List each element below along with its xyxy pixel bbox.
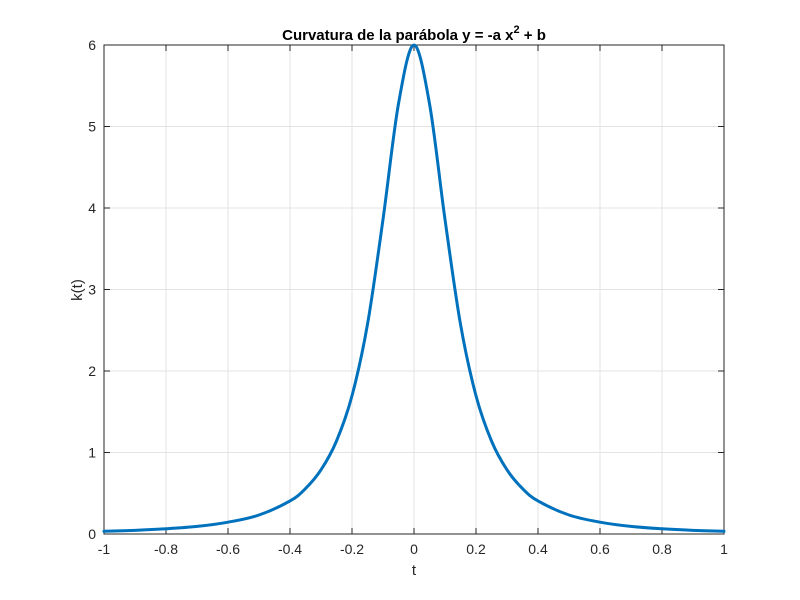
x-tick-labels: -1 -0.8 -0.6 -0.4 -0.2 0 0.2 0.4 0.6 0.8 1 [98, 541, 728, 557]
x-tick-label: 0.8 [652, 541, 672, 557]
x-tick-label: -0.6 [216, 541, 240, 557]
y-tick-label: 6 [88, 37, 96, 53]
x-tick-label: -0.8 [154, 541, 178, 557]
x-tick-label: 0.6 [590, 541, 610, 557]
y-tick-label: 2 [88, 363, 96, 379]
x-tick-label: 0.4 [528, 541, 548, 557]
y-tick-label: 1 [88, 445, 96, 461]
y-axis-label: k(t) [69, 279, 86, 301]
y-tick-label: 3 [88, 282, 96, 298]
x-tick-label: -0.2 [340, 541, 364, 557]
x-tick-label: -1 [98, 541, 111, 557]
y-tick-label: 4 [88, 200, 96, 216]
y-tick-labels: 0 1 2 3 4 5 6 [88, 37, 96, 542]
y-tick-label: 5 [88, 119, 96, 135]
y-tick-label: 0 [88, 526, 96, 542]
x-tick-label: 0.2 [466, 541, 486, 557]
x-tick-label: 1 [720, 541, 728, 557]
x-tick-label: -0.4 [278, 541, 302, 557]
chart-title: Curvatura de la parábola y = -a x2 + b [282, 24, 546, 44]
series-line [102, 43, 726, 533]
x-axis-label: t [412, 562, 417, 579]
x-tick-label: 0 [410, 541, 418, 557]
